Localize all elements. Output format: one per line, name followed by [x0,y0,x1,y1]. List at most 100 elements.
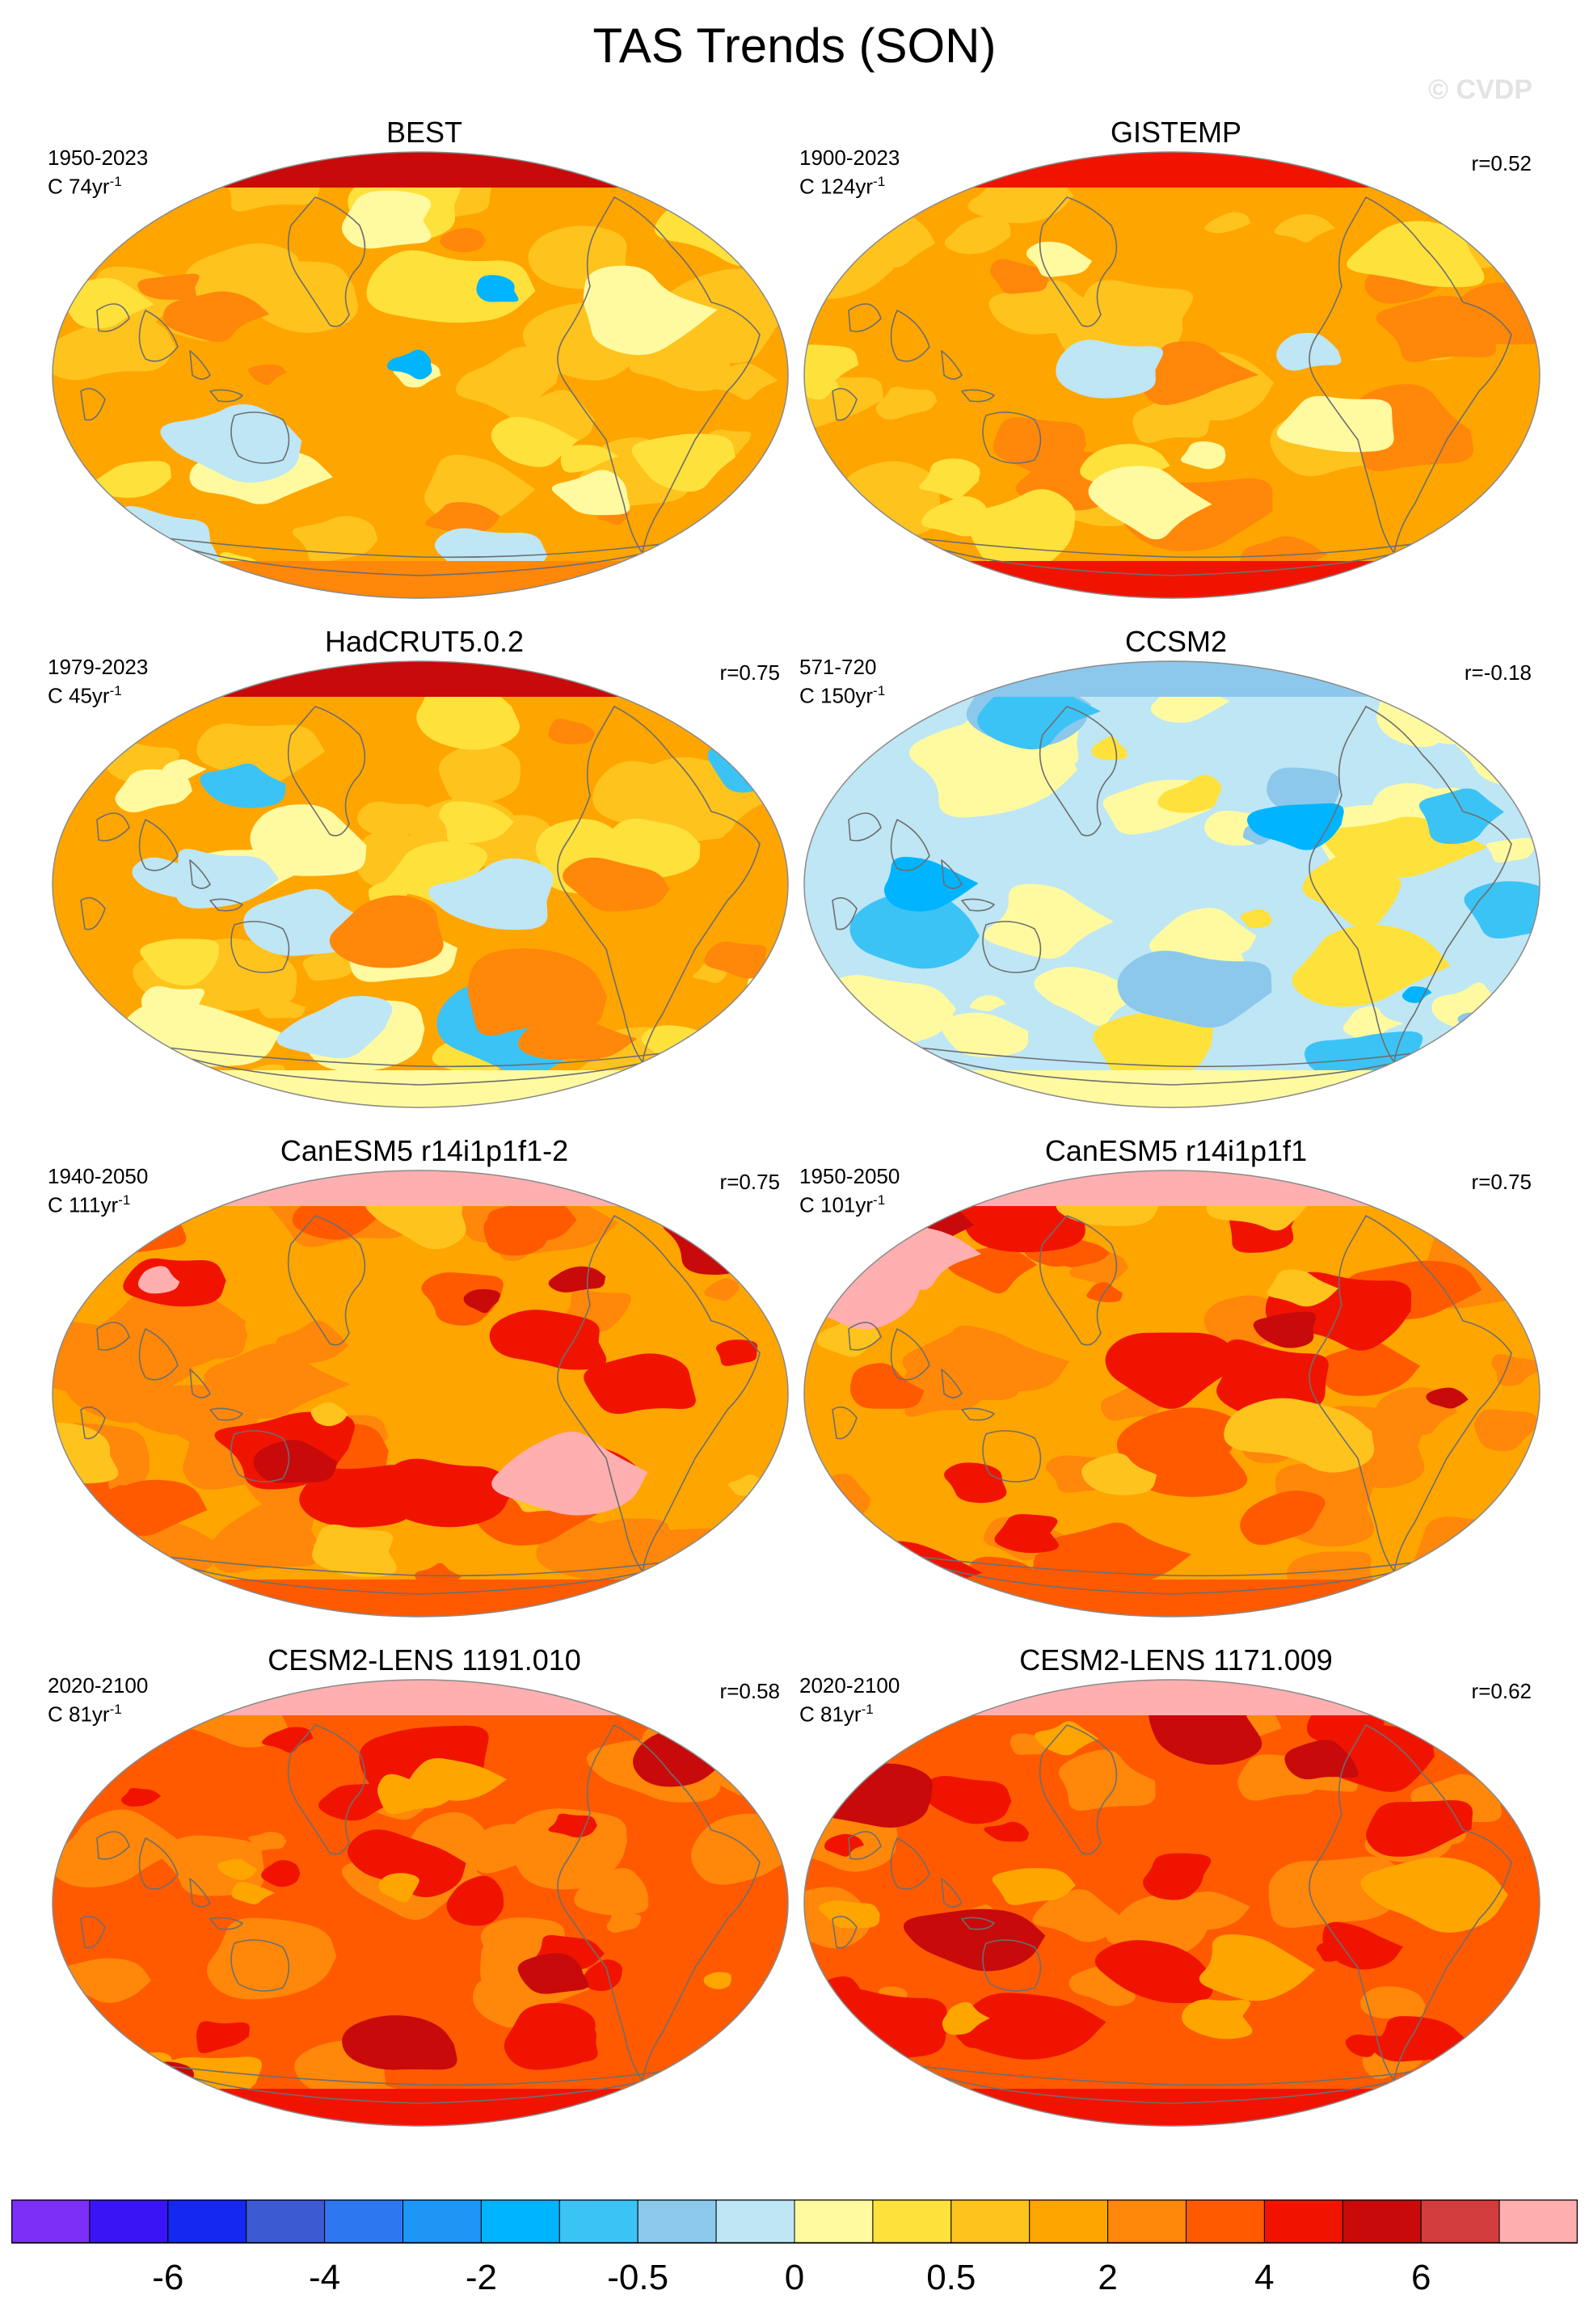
trend-contour-region [1372,2016,1467,2062]
coastline [848,812,882,841]
panel-title: CESM2-LENS 1171.009 [1019,1643,1333,1677]
period-label: 2020-2100 [799,1673,900,1698]
trend-contour-region [377,1774,457,1815]
trend-contour-region [86,1196,192,1254]
arctic-trend-band [53,152,788,188]
colorbar-swatch [403,2200,482,2244]
colorbar-tick-label: 0 [784,2258,805,2297]
coastline [890,819,930,871]
colorbar-swatch [872,2200,952,2244]
trend-contour-region [990,259,1049,294]
trend-contour-region [548,1813,597,1838]
map-outline [52,151,789,599]
trend-contour-region [1418,1042,1517,1095]
trend-contour-region [115,769,192,812]
colorbar-swatch [794,2200,874,2244]
trend-contour-region [1155,1891,1250,1930]
coastline [287,1215,366,1346]
colorbar-swatch [1186,2200,1265,2244]
antarctic-trend-band [804,2089,1540,2126]
trend-contour-region [357,801,437,843]
period-label: 571-720 [799,655,877,679]
period-label: 1940-2050 [48,1164,149,1188]
coastline [138,310,179,362]
trend-contour-region [1032,1889,1119,1942]
coastline [230,1939,290,1992]
colorbar-swatch [1498,2200,1578,2244]
trend-contour-region [814,1989,947,2065]
trend-contour-region [563,857,670,912]
trend-contour-region [1088,466,1212,540]
trend-contour-region [200,763,286,808]
panel-title: BEST [386,116,463,149]
trend-contour-region [299,1465,424,1528]
trend-contour-region [1026,241,1093,277]
trend-unit-base: C 124yr [799,174,874,199]
colorbar-tick-label: -0.5 [607,2258,669,2297]
coastline [287,1724,366,1855]
trend-contour-region [511,2020,598,2063]
map-panel: BEST 1950-2023 C 74yr-1 [44,115,804,600]
map-outline [803,1679,1541,2127]
arctic-trend-band [804,152,1540,188]
arctic-trend-band [804,661,1540,697]
coastline [209,1407,243,1421]
trend-contour-region [858,1717,917,1748]
global-map [52,660,789,1108]
panel-title: GISTEMP [1110,116,1242,149]
trend-contour-region [209,1501,318,1573]
coastline [941,1878,963,1908]
trend-contour-region [1119,1924,1148,1942]
colorbar-swatch [167,2200,247,2244]
period-label: 1900-2023 [799,146,900,170]
trend-contour-region [1366,1799,1473,1857]
antarctic-trend-band [53,1580,788,1617]
trend-contour-region [53,1020,150,1089]
coastline [1039,196,1118,327]
trend-contour-region [310,1402,348,1427]
map-panel: CESM2-LENS 1191.010 2020-2100 C 81yr-1 r=0.… [44,1643,804,2128]
colorbar-tick-label: -6 [152,2258,184,2297]
map-panel: CanESM5 r14i1p1f1 1950-2050 C 101yr-1 r=0.7… [796,1133,1556,1618]
coastline [890,1328,930,1381]
trend-unit-label: C 81yr-1 [799,1698,874,1727]
trend-contour-region [378,1873,419,1903]
trend-unit-label: C 124yr-1 [799,170,885,199]
map-outline [52,660,789,1108]
coastline [848,1322,882,1351]
trend-contour-region [476,275,519,302]
trend-contour-region [902,1327,1019,1402]
trend-contour-region [89,1285,247,1369]
trend-contour-region [120,1787,162,1807]
coastline [287,196,366,327]
trend-contour-region [804,377,839,400]
trend-contour-region [140,938,220,986]
trend-contour-region [977,679,1101,750]
figure-title: TAS Trends (SON) [592,19,997,73]
colorbar-tick-label: 2 [1098,2258,1118,2297]
coastline [848,1831,882,1860]
global-map [52,1679,789,2127]
trend-contour-region [919,458,980,500]
trend-contour-region [1081,1453,1157,1495]
trend-contour-region [141,985,205,1028]
coastline [961,389,995,403]
trend-contour-region [583,265,718,356]
trend-unit-label: C 101yr-1 [799,1188,885,1217]
coastline [1309,706,1512,1063]
map-panel: CCSM2 571-720 C 150yr-1 r=-0.18 [796,624,1556,1109]
map-outline [52,1170,789,1618]
coastline [1039,706,1118,837]
arctic-trend-band [804,1170,1540,1206]
trend-contour-region [276,996,393,1059]
antarctic-trend-band [53,561,788,598]
panel-title: HadCRUT5.0.2 [324,625,525,658]
trend-contour-region [253,1440,338,1483]
coastline [982,1430,1042,1483]
trend-contour-region [1181,441,1226,470]
trend-contour-region [1459,1534,1540,1587]
trend-contour-region [342,190,432,249]
global-map [803,660,1541,1108]
trend-contour-region [715,1339,758,1366]
trend-contour-region [1360,1857,1508,1933]
